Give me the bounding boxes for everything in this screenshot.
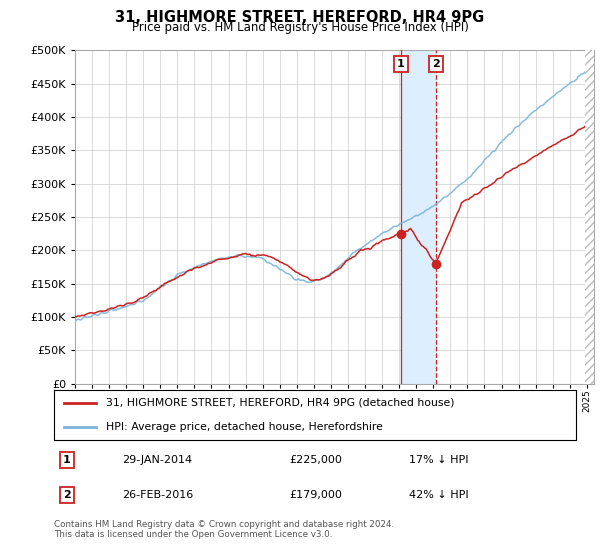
Text: 42% ↓ HPI: 42% ↓ HPI	[409, 490, 469, 500]
Text: 2: 2	[63, 490, 71, 500]
Text: Price paid vs. HM Land Registry's House Price Index (HPI): Price paid vs. HM Land Registry's House …	[131, 21, 469, 34]
Text: 31, HIGHMORE STREET, HEREFORD, HR4 9PG (detached house): 31, HIGHMORE STREET, HEREFORD, HR4 9PG (…	[106, 398, 455, 408]
Bar	[401, 50, 436, 384]
Text: 17% ↓ HPI: 17% ↓ HPI	[409, 455, 469, 465]
Text: Contains HM Land Registry data © Crown copyright and database right 2024.
This d: Contains HM Land Registry data © Crown c…	[54, 520, 394, 539]
Text: £225,000: £225,000	[289, 455, 342, 465]
Text: 29-JAN-2014: 29-JAN-2014	[122, 455, 192, 465]
Text: 1: 1	[397, 59, 404, 69]
Text: 1: 1	[63, 455, 71, 465]
Text: £179,000: £179,000	[289, 490, 342, 500]
Text: HPI: Average price, detached house, Herefordshire: HPI: Average price, detached house, Here…	[106, 422, 383, 432]
Bar	[586, 50, 594, 384]
Text: 26-FEB-2016: 26-FEB-2016	[122, 490, 193, 500]
Text: 31, HIGHMORE STREET, HEREFORD, HR4 9PG: 31, HIGHMORE STREET, HEREFORD, HR4 9PG	[115, 10, 485, 25]
Text: 2: 2	[432, 59, 440, 69]
Bar	[586, 50, 594, 384]
